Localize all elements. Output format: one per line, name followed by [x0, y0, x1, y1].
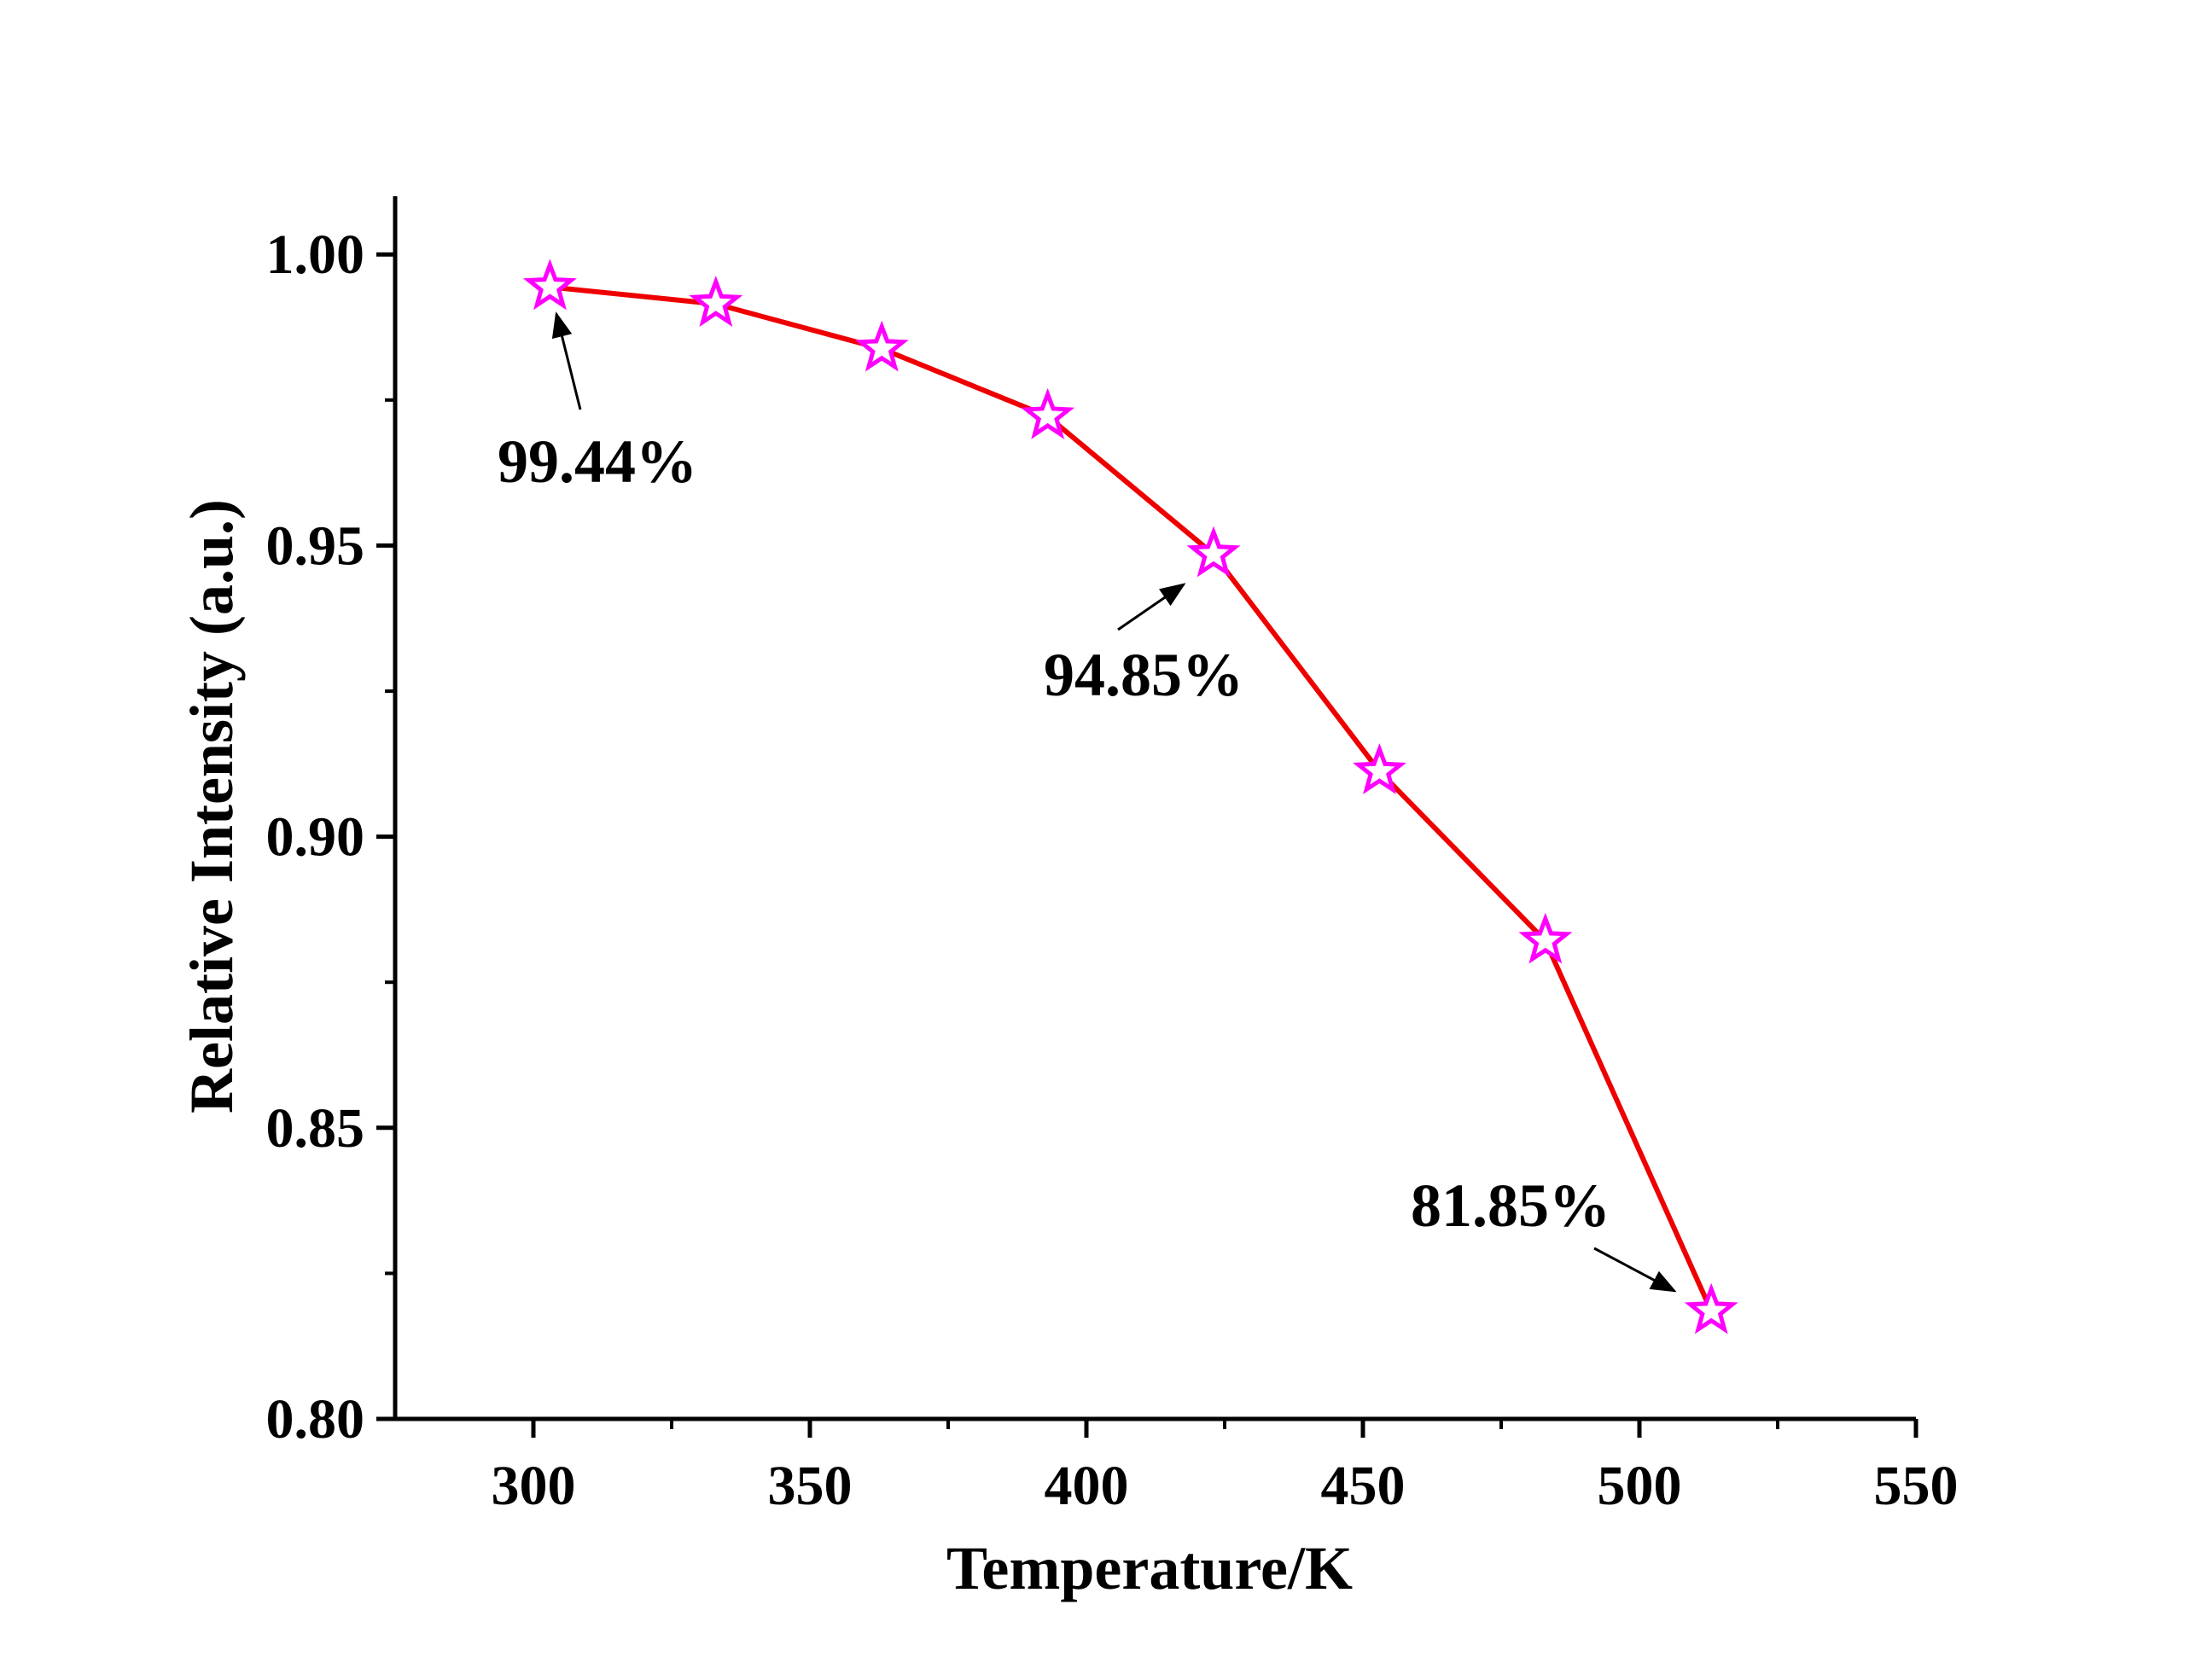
- annotation-label: 99.44%: [498, 427, 697, 496]
- y-tick-label: 1.00: [266, 224, 365, 286]
- markers-group: [522, 259, 1738, 1334]
- annotations-group: 99.44% 94.85% 81.85%: [498, 311, 1677, 1293]
- y-axis-label: Relative Intensity (a.u.): [178, 499, 246, 1113]
- x-tick-label: 500: [1598, 1455, 1682, 1517]
- data-point-star: [1684, 1282, 1738, 1334]
- data-point-star: [689, 276, 743, 328]
- data-point-star: [1021, 387, 1075, 439]
- x-tick-label: 300: [492, 1455, 576, 1517]
- y-tick-label: 0.90: [266, 806, 365, 869]
- annotation-arrow: [551, 311, 582, 410]
- x-tick-label: 550: [1874, 1455, 1959, 1517]
- series-line: [550, 284, 1714, 1312]
- data-point-star: [1352, 743, 1406, 794]
- y-tick-label: 0.80: [266, 1388, 365, 1450]
- annotation-label: 94.85%: [1044, 641, 1243, 709]
- series-line-group: [550, 284, 1714, 1312]
- x-tick-label: 350: [768, 1455, 853, 1517]
- annotation-label: 81.85%: [1411, 1171, 1610, 1240]
- y-tick-label: 0.95: [266, 514, 365, 577]
- annotation-arrow: [1593, 1247, 1677, 1293]
- data-point-star: [1518, 912, 1573, 964]
- annotation-arrow: [1117, 583, 1186, 631]
- axes: 300 350 400 450 500 550 0.80 0.85 0.90 0.95 1.00: [266, 196, 1959, 1517]
- y-tick-label: 0.85: [266, 1097, 365, 1160]
- x-axis-label: Temperature/K: [946, 1534, 1353, 1602]
- x-tick-label: 400: [1045, 1455, 1129, 1517]
- x-tick-label: 450: [1321, 1455, 1406, 1517]
- data-point-star: [854, 320, 909, 372]
- data-point-star: [1186, 526, 1241, 578]
- data-point-star: [522, 259, 577, 311]
